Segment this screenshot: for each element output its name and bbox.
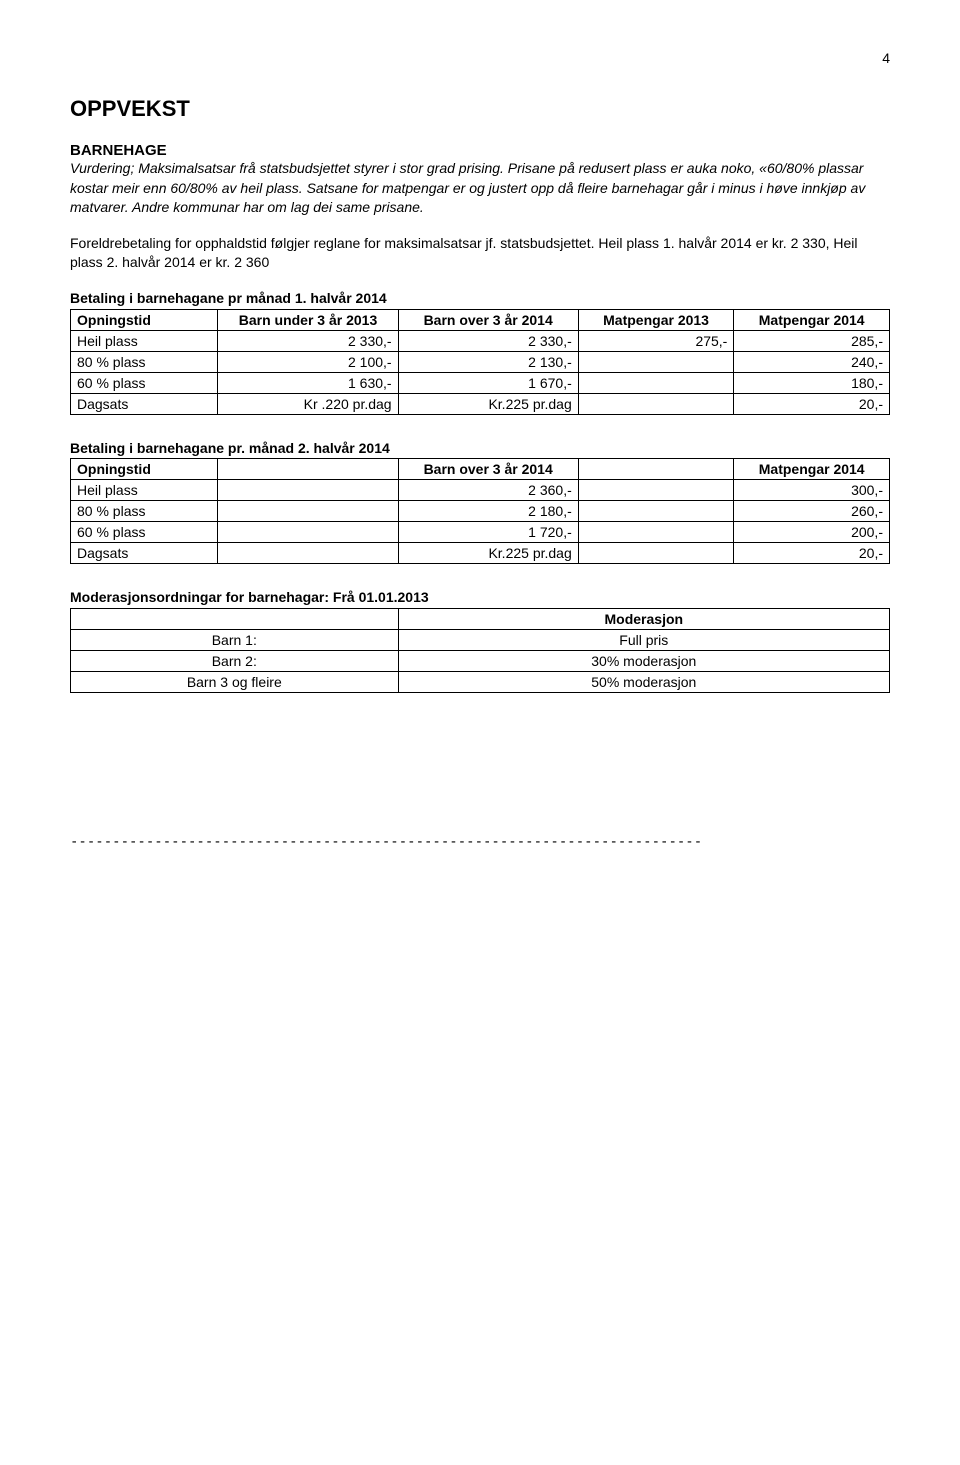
table-cell: 80 % plass	[71, 351, 218, 372]
table-row: 80 % plass 2 100,- 2 130,- 240,-	[71, 351, 890, 372]
table-cell: Full pris	[398, 629, 889, 650]
table-cell: Barn 3 og fleire	[71, 671, 399, 692]
table-cell	[578, 351, 734, 372]
separator-dashes: ----------------------------------------…	[70, 833, 890, 853]
table-header	[218, 459, 398, 480]
table-row: Barn 3 og fleire 50% moderasjon	[71, 671, 890, 692]
table-header: Matpengar 2013	[578, 309, 734, 330]
table-cell	[578, 372, 734, 393]
table-header: Matpengar 2014	[734, 309, 890, 330]
table-betaling-2halvaar: Opningstid Barn over 3 år 2014 Matpengar…	[70, 458, 890, 564]
table-row: Barn 1: Full pris	[71, 629, 890, 650]
section-subheading: BARNEHAGE	[70, 142, 890, 159]
table-row: 60 % plass 1 630,- 1 670,- 180,-	[71, 372, 890, 393]
table-cell: 180,-	[734, 372, 890, 393]
table-cell: Heil plass	[71, 330, 218, 351]
table-header	[71, 608, 399, 629]
table-header: Barn under 3 år 2013	[218, 309, 398, 330]
table-cell: 1 670,-	[398, 372, 578, 393]
table-cell	[578, 501, 734, 522]
intro-paragraph: Vurdering; Maksimalsatsar frå statsbudsj…	[70, 159, 890, 218]
table-cell: 2 330,-	[218, 330, 398, 351]
table-cell: Heil plass	[71, 480, 218, 501]
table-header: Moderasjon	[398, 608, 889, 629]
table-cell: 60 % plass	[71, 522, 218, 543]
table-cell: 1 630,-	[218, 372, 398, 393]
table-cell	[218, 522, 398, 543]
table-cell: 60 % plass	[71, 372, 218, 393]
table-cell: 50% moderasjon	[398, 671, 889, 692]
table-cell	[578, 522, 734, 543]
table-cell: 80 % plass	[71, 501, 218, 522]
table-cell	[578, 480, 734, 501]
table-header: Opningstid	[71, 459, 218, 480]
table-cell: Barn 1:	[71, 629, 399, 650]
table-cell: 1 720,-	[398, 522, 578, 543]
table-header: Matpengar 2014	[734, 459, 890, 480]
table-row: Barn 2: 30% moderasjon	[71, 650, 890, 671]
table-row: Dagsats Kr.225 pr.dag 20,-	[71, 543, 890, 564]
table-row: 80 % plass 2 180,- 260,-	[71, 501, 890, 522]
table-row: Heil plass 2 330,- 2 330,- 275,- 285,-	[71, 330, 890, 351]
table-cell: 240,-	[734, 351, 890, 372]
table1-title: Betaling i barnehagane pr månad 1. halvå…	[70, 289, 890, 309]
table-cell: 20,-	[734, 393, 890, 414]
table-cell: 2 130,-	[398, 351, 578, 372]
table-cell: Dagsats	[71, 543, 218, 564]
table-cell	[218, 543, 398, 564]
table-cell: 285,-	[734, 330, 890, 351]
table-header: Opningstid	[71, 309, 218, 330]
table-cell: 260,-	[734, 501, 890, 522]
table-cell	[578, 393, 734, 414]
table-cell: Dagsats	[71, 393, 218, 414]
table-cell: Barn 2:	[71, 650, 399, 671]
table3-title: Moderasjonsordningar for barnehagar: Frå…	[70, 588, 890, 608]
table-cell: Kr.225 pr.dag	[398, 543, 578, 564]
table-cell	[218, 480, 398, 501]
table-cell: 2 330,-	[398, 330, 578, 351]
table-cell: 300,-	[734, 480, 890, 501]
table-row: 60 % plass 1 720,- 200,-	[71, 522, 890, 543]
table-cell: 20,-	[734, 543, 890, 564]
paragraph-foreldrebetaling: Foreldrebetaling for opphaldstid følgjer…	[70, 234, 890, 273]
table-cell: Kr.225 pr.dag	[398, 393, 578, 414]
table-cell: 2 100,-	[218, 351, 398, 372]
table-header	[578, 459, 734, 480]
table-header: Barn over 3 år 2014	[398, 309, 578, 330]
page-number: 4	[70, 50, 890, 66]
table-betaling-1halvaar: Opningstid Barn under 3 år 2013 Barn ove…	[70, 309, 890, 415]
table-cell: 275,-	[578, 330, 734, 351]
table-cell: Kr .220 pr.dag	[218, 393, 398, 414]
table-cell: 200,-	[734, 522, 890, 543]
table-row: Heil plass 2 360,- 300,-	[71, 480, 890, 501]
table-cell: 30% moderasjon	[398, 650, 889, 671]
page-title: OPPVEKST	[70, 96, 890, 122]
table-cell: 2 360,-	[398, 480, 578, 501]
table-cell	[578, 543, 734, 564]
table-cell: 2 180,-	[398, 501, 578, 522]
table-header: Barn over 3 år 2014	[398, 459, 578, 480]
table2-title: Betaling i barnehagane pr. månad 2. halv…	[70, 439, 890, 459]
table-row: Dagsats Kr .220 pr.dag Kr.225 pr.dag 20,…	[71, 393, 890, 414]
table-cell	[218, 501, 398, 522]
table-moderasjon: Moderasjon Barn 1: Full pris Barn 2: 30%…	[70, 608, 890, 693]
